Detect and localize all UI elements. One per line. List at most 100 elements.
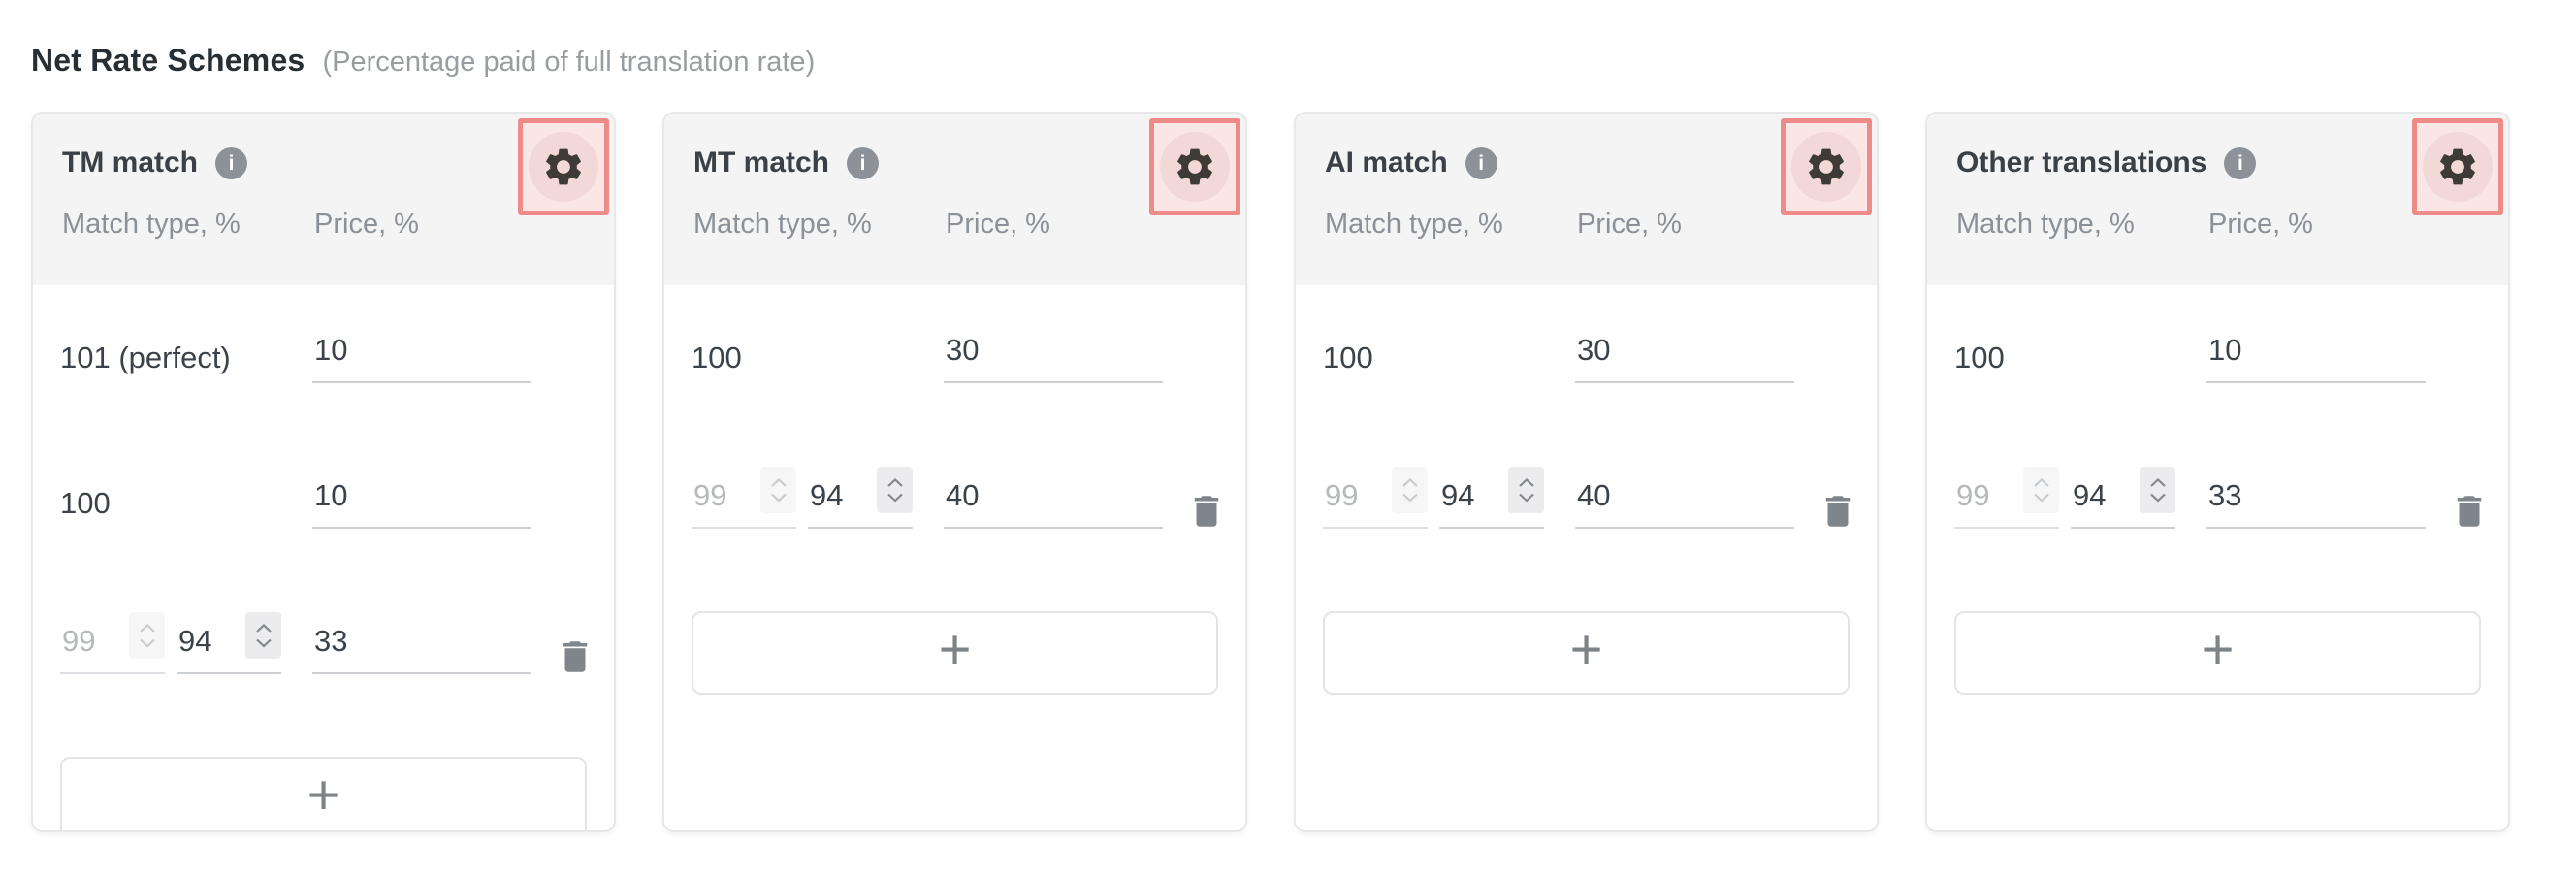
card-title-row: MT match i	[693, 146, 1216, 179]
plus-icon: +	[938, 618, 972, 681]
gear-icon	[2440, 148, 2475, 185]
card-body: 101 (perfect) 100	[33, 285, 614, 830]
column-header-price: Price, %	[946, 209, 1050, 240]
chevron-up-icon	[1401, 477, 1418, 487]
price-input[interactable]	[1575, 478, 1794, 529]
add-rate-row-button[interactable]: +	[1323, 611, 1850, 695]
price-input[interactable]	[944, 478, 1163, 529]
match-to-field	[2071, 467, 2175, 529]
chevron-down-icon	[255, 638, 272, 648]
price-input[interactable]	[312, 624, 531, 674]
card-body: 100	[1927, 285, 2508, 695]
add-rate-row-button[interactable]: +	[60, 757, 587, 830]
gear-click-highlight	[1781, 118, 1872, 215]
rate-row: 100	[1323, 285, 1850, 431]
price-cell	[2206, 333, 2426, 383]
card-title-row: Other translations i	[1956, 146, 2479, 179]
rate-row	[692, 431, 1219, 576]
delete-row-button[interactable]	[2449, 491, 2490, 532]
price-input[interactable]	[312, 333, 531, 383]
gear-ripple	[1791, 132, 1861, 202]
trash-icon	[1825, 496, 1851, 527]
price-cell	[944, 478, 1163, 529]
match-type-cell	[60, 612, 312, 674]
card-title: AI match	[1325, 146, 1448, 178]
price-input[interactable]	[1575, 333, 1794, 383]
delete-row-button[interactable]	[1186, 491, 1227, 532]
rate-scheme-card-mt-match: MT match i Match type, % Price, % 100	[662, 112, 1247, 832]
stepper[interactable]	[877, 467, 913, 513]
net-rate-schemes-page: Net Rate Schemes (Percentage paid of ful…	[31, 43, 2545, 832]
match-type-label: 100	[1323, 341, 1373, 374]
settings-gear-button[interactable]	[1804, 145, 1849, 189]
settings-gear-button[interactable]	[1173, 145, 1217, 189]
add-rate-row-button[interactable]: +	[1954, 611, 2481, 695]
gear-ripple	[529, 132, 598, 202]
price-cell	[312, 624, 531, 674]
chevron-down-icon	[1518, 493, 1534, 503]
price-input[interactable]	[2206, 333, 2426, 383]
page-subtitle: (Percentage paid of full translation rat…	[322, 47, 816, 78]
stepper[interactable]	[245, 612, 281, 659]
info-icon[interactable]: i	[1465, 146, 1497, 179]
rate-scheme-cards: TM match i Match type, % Price, % 101 (p…	[31, 112, 2545, 832]
rate-row	[60, 576, 588, 722]
price-cell	[1575, 478, 1794, 529]
card-header: Other translations i Match type, % Price…	[1927, 114, 2508, 285]
page-heading: Net Rate Schemes (Percentage paid of ful…	[31, 43, 2545, 79]
info-icon[interactable]: i	[215, 146, 248, 179]
price-cell	[2206, 478, 2426, 529]
column-header-match-type: Match type, %	[62, 209, 241, 240]
stepper[interactable]	[1508, 467, 1544, 513]
delete-row-button[interactable]	[1818, 491, 1858, 532]
card-title: MT match	[693, 146, 830, 178]
match-type-cell	[1954, 467, 2206, 529]
price-input[interactable]	[944, 333, 1163, 383]
rate-row: 100	[692, 285, 1218, 431]
match-from-field	[692, 467, 796, 529]
trash-icon	[563, 641, 588, 672]
column-header-price: Price, %	[2208, 209, 2313, 240]
column-header-price: Price, %	[314, 209, 419, 240]
plus-icon: +	[306, 763, 340, 827]
gear-ripple	[1160, 132, 1230, 202]
info-icon[interactable]: i	[2224, 146, 2257, 179]
rate-row: 101 (perfect)	[60, 285, 587, 431]
chevron-up-icon	[139, 623, 155, 633]
stepper[interactable]	[129, 612, 165, 659]
price-input[interactable]	[2206, 478, 2426, 529]
stepper[interactable]	[2140, 467, 2175, 513]
trash-icon	[2457, 496, 2482, 527]
match-to-field	[1439, 467, 1544, 529]
gear-icon	[1809, 148, 1844, 185]
settings-gear-button[interactable]	[2435, 145, 2480, 189]
chevron-up-icon	[770, 477, 787, 487]
match-type-cell: 100	[60, 486, 312, 521]
gear-icon	[546, 148, 581, 185]
price-input[interactable]	[312, 478, 531, 529]
gear-ripple	[2423, 132, 2493, 202]
card-body: 100	[1296, 285, 1877, 695]
stepper[interactable]	[760, 467, 796, 513]
column-header-price: Price, %	[1577, 209, 1682, 240]
match-type-cell: 100	[692, 341, 944, 375]
trash-icon	[1194, 496, 1219, 527]
settings-gear-button[interactable]	[541, 145, 586, 189]
stepper[interactable]	[2023, 467, 2059, 513]
delete-row-button[interactable]	[555, 636, 596, 677]
card-header: MT match i Match type, % Price, %	[664, 114, 1245, 285]
plus-icon: +	[2201, 618, 2235, 681]
chevron-up-icon	[2149, 477, 2166, 487]
match-type-cell	[692, 467, 944, 529]
chevron-down-icon	[2033, 493, 2049, 503]
card-title-row: AI match i	[1325, 146, 1848, 179]
card-title-row: TM match i	[62, 146, 585, 179]
info-icon[interactable]: i	[847, 146, 880, 179]
card-body: 100	[664, 285, 1245, 695]
stepper[interactable]	[1392, 467, 1428, 513]
column-headers: Match type, % Price, %	[1956, 209, 2479, 241]
add-rate-row-button[interactable]: +	[692, 611, 1218, 695]
chevron-down-icon	[139, 638, 155, 648]
card-title: TM match	[62, 146, 199, 178]
gear-click-highlight	[1149, 118, 1240, 215]
